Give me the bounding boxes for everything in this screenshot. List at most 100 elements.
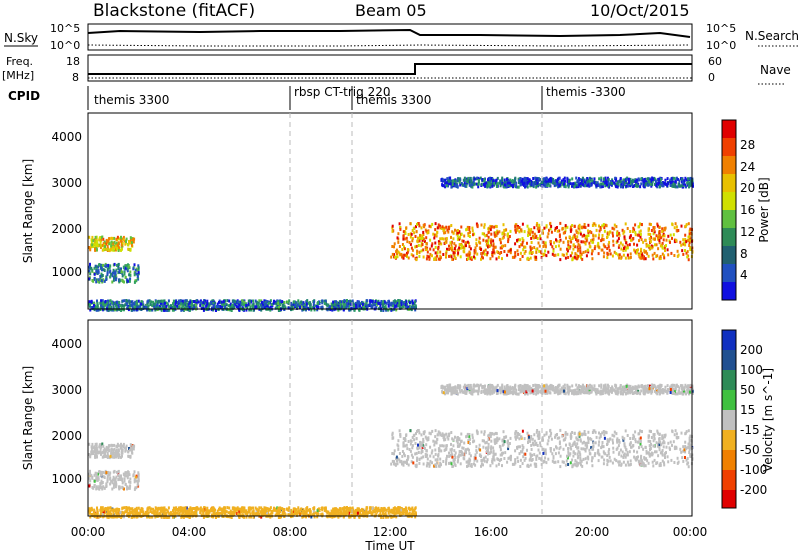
velocity-cell xyxy=(544,456,547,460)
velocity-cell xyxy=(447,433,450,436)
velocity-cell xyxy=(564,431,567,435)
power-cell xyxy=(137,269,140,272)
power-cell xyxy=(602,238,605,242)
velocity-cell xyxy=(680,450,683,454)
power-cell xyxy=(572,247,575,251)
power-cell xyxy=(125,302,128,306)
power-cell xyxy=(621,243,624,247)
velocity-cell xyxy=(131,445,134,449)
power-cell xyxy=(562,253,565,257)
velocity-cell xyxy=(453,460,456,464)
velocity-cell xyxy=(580,433,583,437)
power-cell xyxy=(409,235,412,239)
velocity-cell xyxy=(131,448,133,451)
velocity-cell xyxy=(486,458,489,462)
velocity-cell xyxy=(410,460,413,464)
velocity-cell xyxy=(446,454,448,458)
power-cell xyxy=(433,236,436,240)
power-cell xyxy=(353,308,356,312)
power-cell xyxy=(633,228,636,232)
velocity-cell xyxy=(126,476,129,480)
power-cell xyxy=(480,257,482,261)
power-cell xyxy=(634,180,637,184)
velocity-cell xyxy=(493,438,496,442)
power-cell xyxy=(491,251,494,255)
power-cell xyxy=(506,253,509,257)
power-cell xyxy=(599,227,602,231)
velocity-cell xyxy=(665,451,667,455)
power-cell xyxy=(264,306,266,310)
power-cell xyxy=(536,181,539,185)
power-cell xyxy=(93,308,96,312)
power-cell xyxy=(468,183,471,187)
power-cell xyxy=(412,254,415,258)
power-cell xyxy=(102,308,105,312)
power-cell xyxy=(482,238,485,242)
power-cell xyxy=(507,237,510,241)
velocity-cell xyxy=(514,449,517,453)
velocity-cell xyxy=(624,429,627,433)
power-cell xyxy=(248,308,251,312)
velocity-cell xyxy=(533,433,536,437)
power-cell xyxy=(571,224,574,227)
power-cell xyxy=(128,299,130,303)
power-cell xyxy=(458,243,461,247)
velocity-cell xyxy=(465,448,467,452)
power-cell xyxy=(458,246,461,250)
velocity-cell xyxy=(402,437,405,441)
power-cell xyxy=(478,236,481,240)
power-cell xyxy=(630,180,632,184)
power-cell xyxy=(470,257,473,261)
velocity-cell xyxy=(432,455,435,459)
power-cell xyxy=(603,251,606,255)
velocity-cell xyxy=(497,462,500,466)
power-cell xyxy=(97,265,100,269)
velocity-cell xyxy=(107,473,110,477)
velocity-cell xyxy=(501,439,504,443)
power-cell xyxy=(421,234,424,238)
power-cell xyxy=(663,256,666,260)
velocity-cell xyxy=(101,450,104,454)
power-cell xyxy=(658,236,661,240)
velocity-cell xyxy=(644,457,646,461)
velocity-cell xyxy=(681,387,683,391)
velocity-cell xyxy=(647,461,650,465)
velocity-cell xyxy=(588,448,591,452)
power-cell xyxy=(471,185,474,189)
power-cell xyxy=(600,182,603,186)
velocity-cell xyxy=(583,440,585,444)
power-cell xyxy=(580,240,583,244)
power-cell xyxy=(310,308,313,312)
velocity-cell xyxy=(418,457,421,461)
power-cell xyxy=(619,185,622,189)
power-cell xyxy=(210,301,213,305)
velocity-cell xyxy=(529,439,532,443)
velocity-cell xyxy=(439,457,442,461)
velocity-cell xyxy=(459,462,462,466)
power-cell xyxy=(545,225,548,229)
velocity-cell xyxy=(106,475,109,479)
power-cell xyxy=(620,182,623,186)
velocity-cell xyxy=(606,463,609,467)
power-cell xyxy=(671,223,674,227)
velocity-cell xyxy=(547,457,550,461)
power-cell xyxy=(252,302,255,306)
velocity-cell xyxy=(439,433,442,437)
power-cell xyxy=(622,185,624,189)
velocity-cell xyxy=(554,460,557,464)
velocity-cell xyxy=(476,459,479,463)
power-cell xyxy=(619,180,622,184)
velocity-cell xyxy=(591,464,594,468)
velocity-cell xyxy=(436,433,439,437)
velocity-cell xyxy=(423,446,426,450)
velocity-cell xyxy=(133,470,136,474)
power-cell xyxy=(524,249,527,253)
power-cell xyxy=(472,180,475,184)
velocity-cell xyxy=(564,463,567,467)
velocity-cell xyxy=(577,438,580,442)
velocity-cell xyxy=(124,482,127,486)
velocity-cell xyxy=(520,450,522,454)
power-cell xyxy=(600,239,603,243)
power-cell xyxy=(305,302,308,306)
velocity-cell xyxy=(688,442,691,446)
